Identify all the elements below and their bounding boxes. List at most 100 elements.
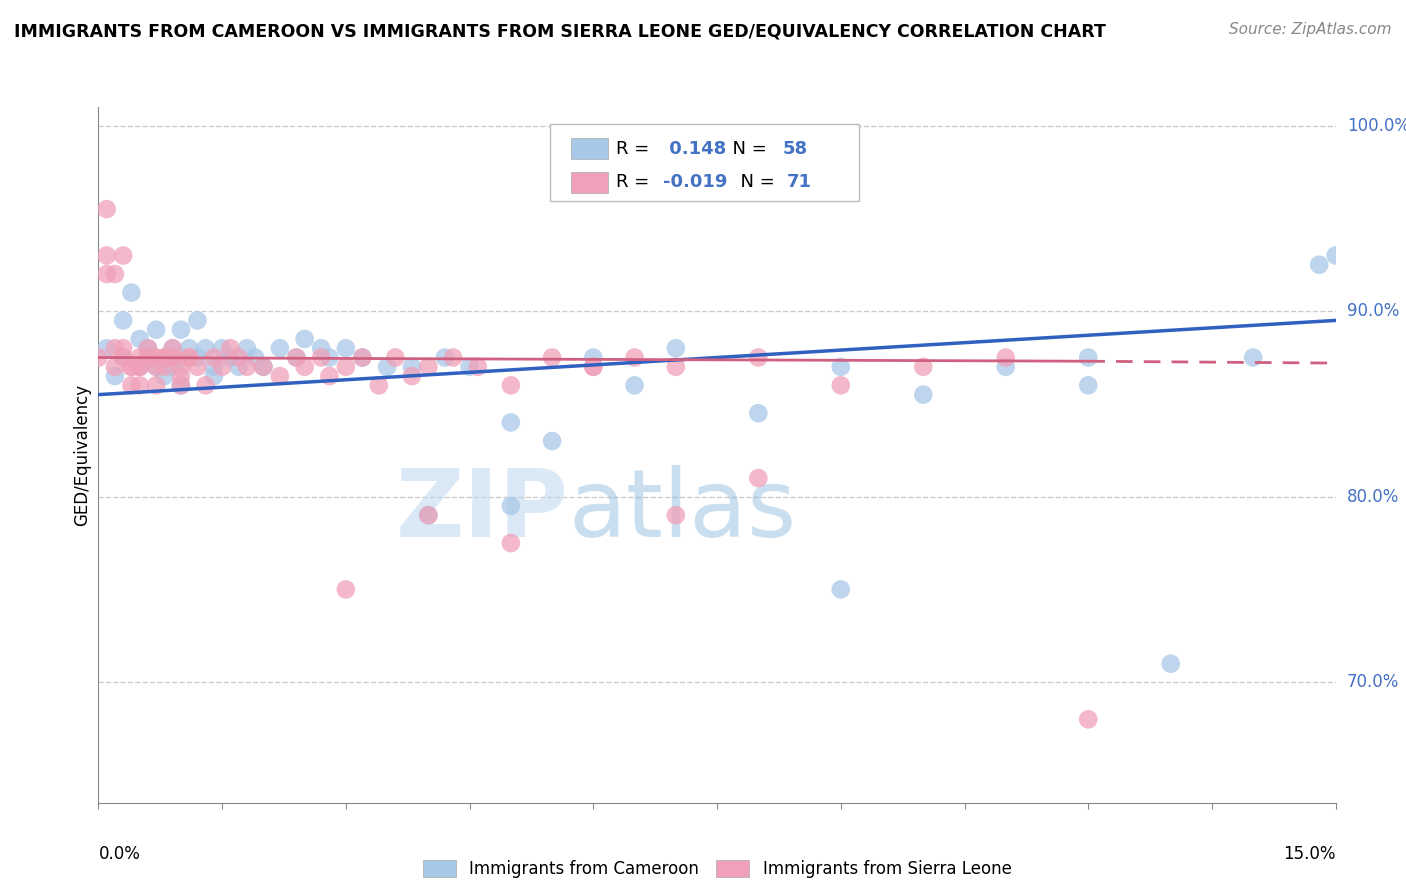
Point — [104, 341, 127, 355]
Point — [170, 351, 193, 365]
Point — [582, 359, 605, 374]
Point — [112, 351, 135, 365]
Point — [179, 351, 201, 365]
Point — [179, 341, 201, 355]
Point — [202, 351, 225, 365]
Point — [830, 359, 852, 374]
Point — [104, 267, 127, 281]
Point — [170, 359, 193, 374]
Point — [236, 341, 259, 355]
Text: 70.0%: 70.0% — [1347, 673, 1399, 691]
Point — [318, 351, 340, 365]
Point — [104, 369, 127, 384]
Text: Source: ZipAtlas.com: Source: ZipAtlas.com — [1229, 22, 1392, 37]
Point — [179, 351, 201, 365]
Point — [623, 378, 645, 392]
Point — [912, 387, 935, 401]
Point — [153, 351, 176, 365]
Point — [1324, 248, 1347, 262]
Text: -0.019: -0.019 — [662, 173, 727, 191]
Point — [441, 351, 464, 365]
Point — [994, 359, 1017, 374]
Point — [1077, 351, 1099, 365]
FancyBboxPatch shape — [571, 172, 609, 193]
Text: 58: 58 — [783, 140, 808, 158]
Point — [352, 351, 374, 365]
Point — [294, 359, 316, 374]
Point — [335, 582, 357, 597]
Text: 71: 71 — [786, 173, 811, 191]
Point — [252, 359, 274, 374]
Point — [136, 341, 159, 355]
Point — [236, 359, 259, 374]
Text: ZIP: ZIP — [395, 465, 568, 557]
Point — [243, 351, 266, 365]
Point — [112, 351, 135, 365]
Point — [1241, 351, 1264, 365]
Point — [128, 378, 150, 392]
Point — [294, 332, 316, 346]
Point — [582, 351, 605, 365]
Point — [145, 378, 167, 392]
Point — [499, 416, 522, 430]
Point — [335, 341, 357, 355]
Point — [541, 351, 564, 365]
Point — [499, 499, 522, 513]
Point — [194, 341, 217, 355]
Point — [136, 341, 159, 355]
Point — [401, 359, 423, 374]
Point — [541, 434, 564, 448]
Text: IMMIGRANTS FROM CAMEROON VS IMMIGRANTS FROM SIERRA LEONE GED/EQUIVALENCY CORRELA: IMMIGRANTS FROM CAMEROON VS IMMIGRANTS F… — [14, 22, 1107, 40]
Point — [186, 313, 208, 327]
Point — [384, 351, 406, 365]
Point — [162, 341, 184, 355]
Point — [96, 202, 118, 216]
Point — [219, 341, 242, 355]
Point — [112, 248, 135, 262]
FancyBboxPatch shape — [571, 138, 609, 159]
Point — [170, 378, 193, 392]
Point — [145, 351, 167, 365]
Point — [285, 351, 308, 365]
Point — [153, 351, 176, 365]
Point — [194, 378, 217, 392]
Point — [128, 359, 150, 374]
Point — [499, 378, 522, 392]
Point — [96, 248, 118, 262]
Point — [665, 341, 688, 355]
Point — [162, 351, 184, 365]
Point — [96, 267, 118, 281]
Point — [318, 369, 340, 384]
Point — [162, 359, 184, 374]
Y-axis label: GED/Equivalency: GED/Equivalency — [73, 384, 91, 526]
Point — [128, 332, 150, 346]
Point — [211, 341, 233, 355]
Point — [170, 323, 193, 337]
Point — [219, 351, 242, 365]
Text: R =: R = — [616, 140, 655, 158]
Point — [112, 341, 135, 355]
Point — [202, 359, 225, 374]
Point — [153, 369, 176, 384]
Point — [747, 471, 769, 485]
Point — [1308, 258, 1330, 272]
Point — [162, 341, 184, 355]
Point — [211, 359, 233, 374]
Text: 0.0%: 0.0% — [98, 845, 141, 863]
Point — [145, 323, 167, 337]
Point — [309, 351, 332, 365]
Text: 0.148: 0.148 — [662, 140, 725, 158]
Point — [120, 359, 142, 374]
Point — [335, 359, 357, 374]
Point — [401, 369, 423, 384]
Text: atlas: atlas — [568, 465, 797, 557]
Point — [830, 582, 852, 597]
Point — [1077, 378, 1099, 392]
Point — [202, 369, 225, 384]
Point — [1077, 712, 1099, 726]
Point — [285, 351, 308, 365]
Point — [87, 351, 110, 365]
Point — [367, 378, 389, 392]
Point — [499, 536, 522, 550]
Point — [269, 369, 291, 384]
